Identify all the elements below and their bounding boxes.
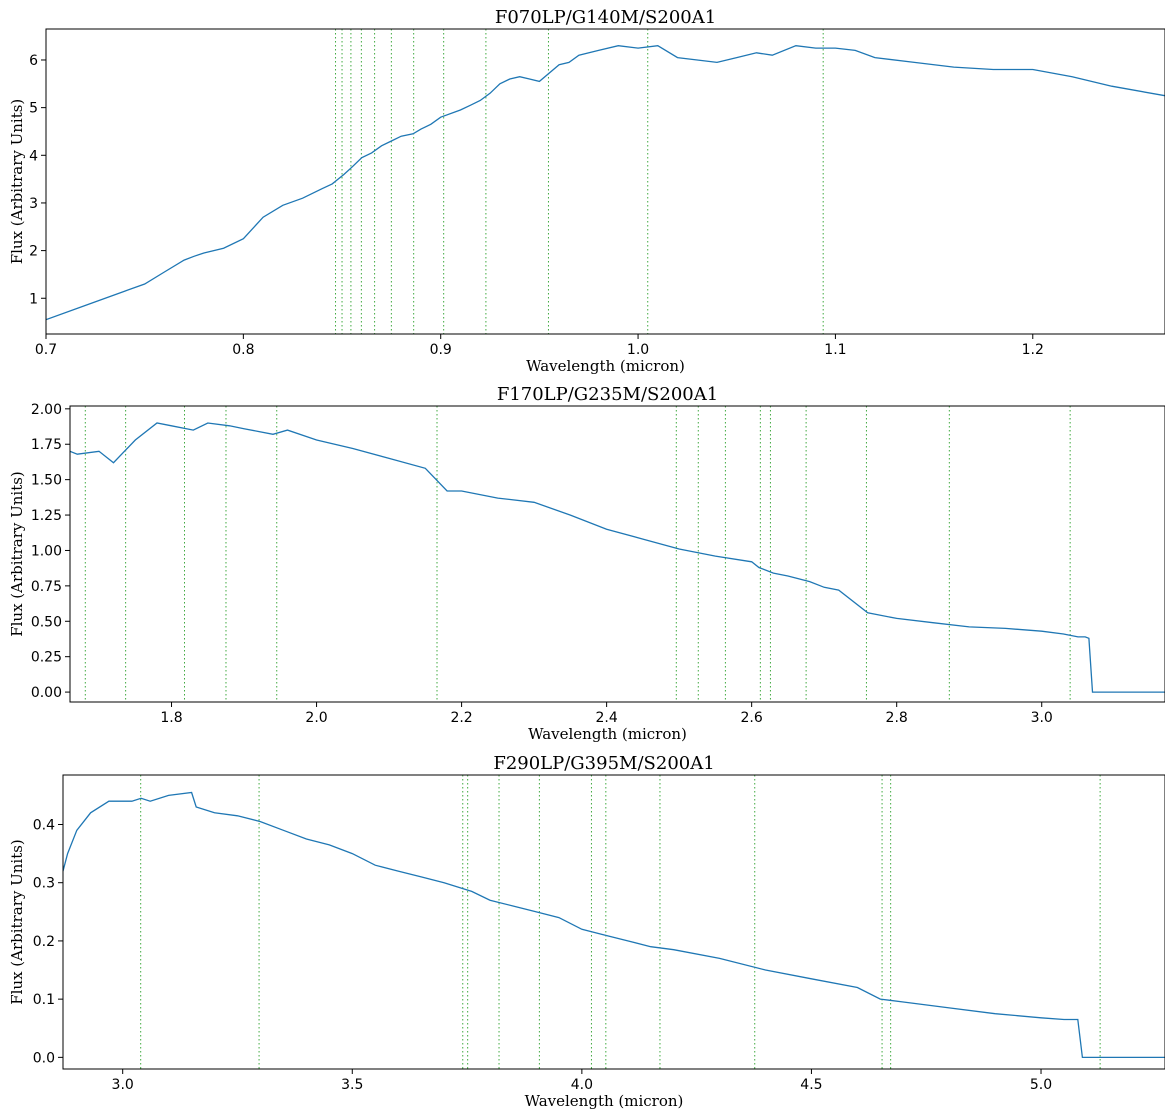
y-tick-label: 0.1 — [33, 992, 55, 1008]
spectrum-series — [70, 422, 1165, 693]
y-tick-label: 1.50 — [31, 473, 62, 489]
y-tick-label: 0.00 — [31, 685, 62, 701]
panel-title: F070LP/G140M/S200A1 — [495, 7, 716, 28]
axes-frame — [62, 774, 1165, 1070]
x-axis-label: Wavelength (micron) — [528, 725, 687, 743]
y-tick-label: 1.25 — [31, 508, 62, 524]
y-tick-label: 0.0 — [33, 1050, 55, 1066]
x-tick-label: 2.0 — [305, 710, 327, 726]
chart-panel-1: F070LP/G140M/S200A1 0.7 0.8 0.9 1.0 1.1 1.2 1 2 3… — [8, 7, 1165, 375]
x-tick-label: 5.0 — [1030, 1077, 1052, 1093]
y-tick-label: 2.00 — [31, 402, 62, 418]
x-tick-label: 3.0 — [1031, 710, 1053, 726]
x-tick-label: 1.2 — [1022, 342, 1044, 358]
x-tick-label: 0.8 — [232, 342, 254, 358]
x-tick-label: 1.0 — [627, 342, 649, 358]
x-tick-label: 2.2 — [450, 710, 472, 726]
spectrum-series — [63, 791, 1165, 1059]
axes-frame — [45, 28, 1165, 335]
y-axis-label: Flux (Arbitrary Units) — [8, 839, 26, 1005]
x-axis-label: Wavelength (micron) — [525, 1092, 684, 1110]
x-tick-label: 2.4 — [595, 710, 617, 726]
x-tick-label: 0.7 — [35, 342, 57, 358]
y-axis-label: Flux (Arbitrary Units) — [8, 99, 26, 265]
y-tick-label: 0.3 — [33, 876, 55, 892]
y-tick-label: 0.50 — [31, 614, 62, 630]
x-tick-label: 2.6 — [741, 710, 763, 726]
panel-title: F290LP/G395M/S200A1 — [493, 753, 714, 774]
y-tick-label: 3 — [29, 196, 38, 212]
x-tick-label: 3.5 — [341, 1077, 363, 1093]
y-tick-label: 4 — [29, 148, 38, 164]
panel-title: F170LP/G235M/S200A1 — [497, 384, 718, 405]
y-axis-label: Flux (Arbitrary Units) — [8, 471, 26, 637]
y-tick-label: 1 — [29, 291, 38, 307]
y-tick-label: 0.75 — [31, 579, 62, 595]
x-axis-label: Wavelength (micron) — [526, 357, 685, 375]
y-tick-label: 1.00 — [31, 543, 62, 559]
chart-panel-3: F290LP/G395M/S200A1 3.0 3.5 4.0 4.5 5.0 0.0 0.1… — [8, 753, 1165, 1110]
x-tick-label: 1.1 — [824, 342, 846, 358]
y-tick-label: 1.75 — [31, 437, 62, 453]
x-tick-label: 2.8 — [886, 710, 908, 726]
x-tick-label: 3.0 — [112, 1077, 134, 1093]
axes-frame — [69, 405, 1165, 703]
x-tick-label: 0.9 — [430, 342, 452, 358]
x-tick-label: 1.8 — [160, 710, 182, 726]
chart-panel-2: F170LP/G235M/S200A1 1.8 2.0 2.2 2.4 2.6 2.8 3.0… — [8, 384, 1165, 743]
y-tick-label: 0.2 — [33, 934, 55, 950]
x-tick-label: 4.5 — [800, 1077, 822, 1093]
y-tick-label: 2 — [29, 244, 38, 260]
y-tick-label: 0.25 — [31, 650, 62, 666]
spectrum-series — [46, 45, 1165, 321]
x-tick-label: 4.0 — [571, 1077, 593, 1093]
y-tick-label: 5 — [29, 101, 38, 117]
y-tick-label: 0.4 — [33, 817, 55, 833]
y-tick-label: 6 — [29, 53, 38, 69]
